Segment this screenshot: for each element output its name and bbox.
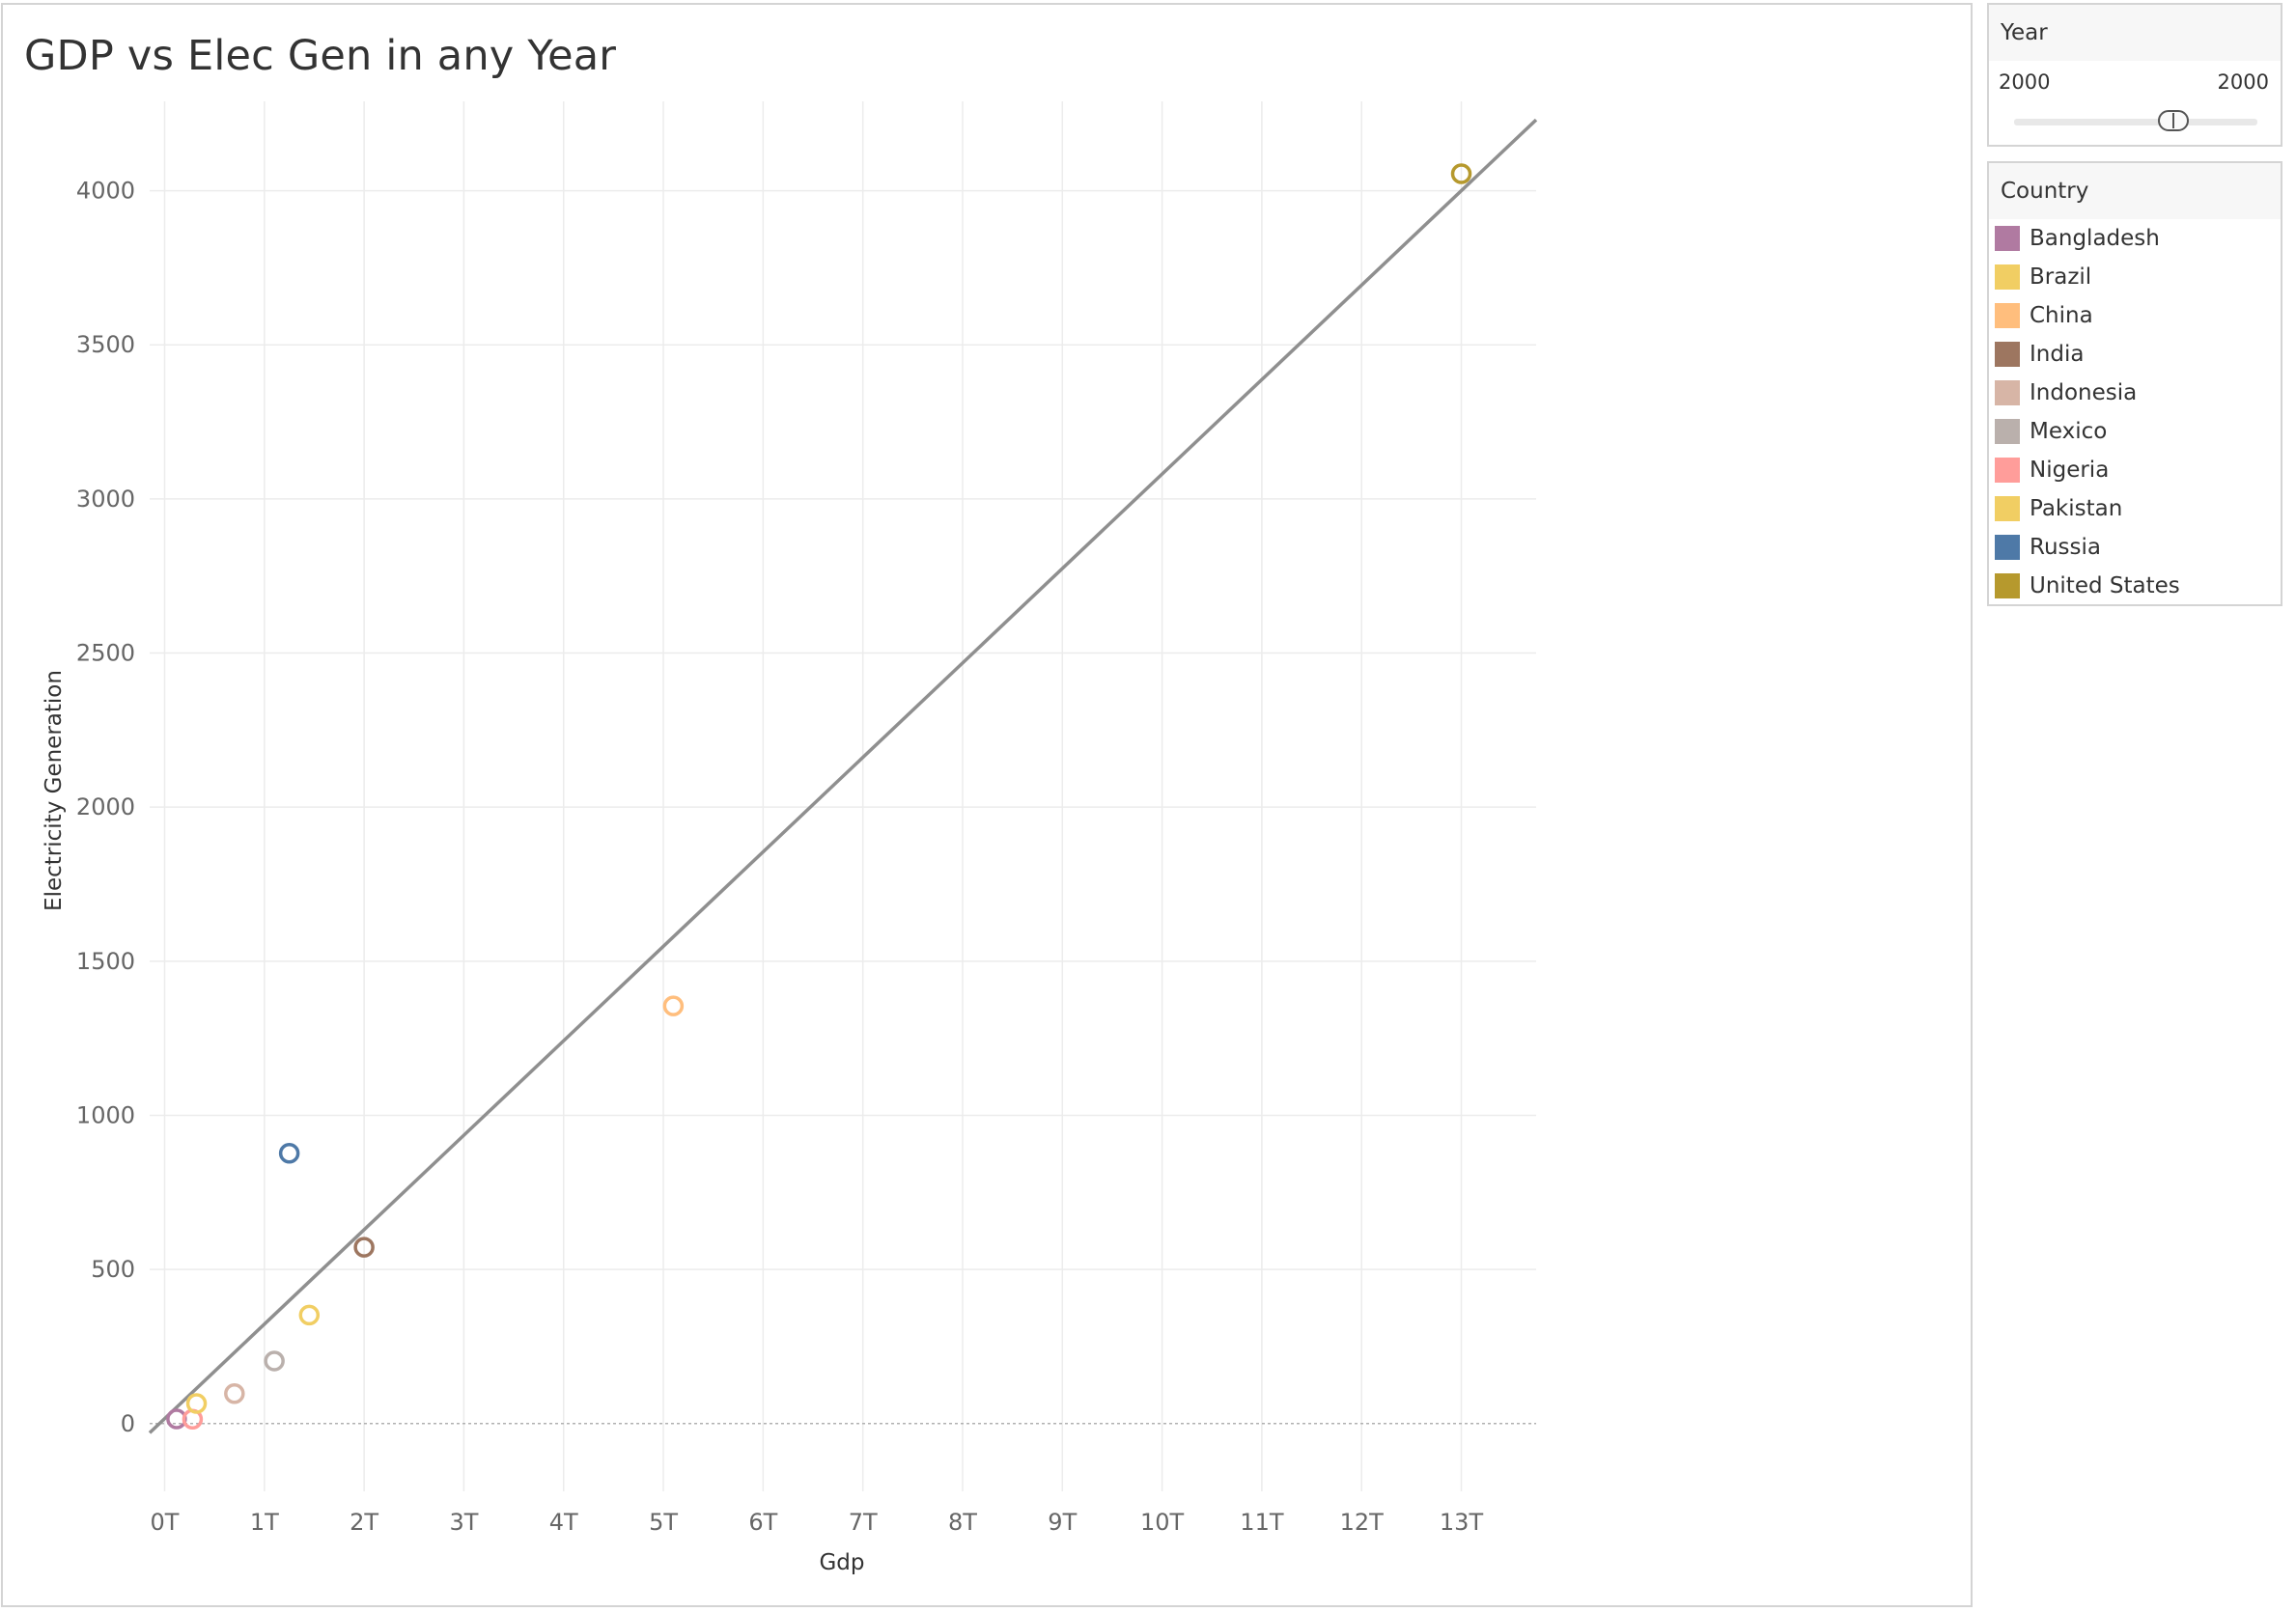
legend-item-pakistan[interactable]: Pakistan xyxy=(1989,489,2281,528)
legend-swatch xyxy=(1995,303,2020,328)
legend-swatch xyxy=(1995,342,2020,367)
year-filter-card: Year 2000 2000 xyxy=(1987,3,2282,147)
x-tick-label: 9T xyxy=(1048,1509,1077,1536)
x-tick-label: 13T xyxy=(1440,1509,1484,1536)
legend-item-russia[interactable]: Russia xyxy=(1989,528,2281,567)
data-point-brazil[interactable]: Brazil xyxy=(298,1304,321,1326)
year-slider-handle[interactable] xyxy=(2158,110,2189,131)
legend-label: United States xyxy=(2030,573,2180,598)
legend-swatch xyxy=(1995,458,2020,483)
y-tick-label: 2500 xyxy=(76,640,135,667)
legend-swatch xyxy=(1995,573,2020,598)
y-axis-title: Electricity Generation xyxy=(42,670,67,911)
year-range-labels: 2000 2000 xyxy=(1989,61,2281,94)
chart-panel: GDP vs Elec Gen in any Year BangladeshNi… xyxy=(1,3,1973,1607)
legend-item-china[interactable]: China xyxy=(1989,296,2281,335)
legend-label: Indonesia xyxy=(2030,380,2138,405)
legend-label: Brazil xyxy=(2030,264,2092,290)
y-tick-label: 4000 xyxy=(76,178,135,205)
data-point-russia[interactable]: Russia xyxy=(278,1142,300,1164)
year-filter-title: Year xyxy=(1989,5,2281,61)
legend-item-nigeria[interactable]: Nigeria xyxy=(1989,451,2281,489)
legend-swatch xyxy=(1995,535,2020,560)
legend-label: Russia xyxy=(2030,535,2101,560)
legend-swatch xyxy=(1995,264,2020,290)
legend-item-india[interactable]: India xyxy=(1989,335,2281,374)
x-tick-label: 8T xyxy=(948,1509,977,1536)
data-point-mexico[interactable]: Mexico xyxy=(264,1350,285,1372)
x-tick-label: 0T xyxy=(151,1509,180,1536)
legend-swatch xyxy=(1995,226,2020,251)
legend-swatch xyxy=(1995,419,2020,444)
x-tick-label: 7T xyxy=(849,1509,878,1536)
x-tick-label: 10T xyxy=(1140,1509,1185,1536)
y-axis-ticks: 0 500 1000 1500 2000 2500 3000 3500 4000 xyxy=(76,178,135,1437)
x-tick-label: 2T xyxy=(350,1509,378,1536)
country-legend-card: Country Bangladesh Brazil China India In… xyxy=(1987,161,2282,606)
data-point-indonesia[interactable]: Indonesia xyxy=(224,1383,245,1404)
legend-list: Bangladesh Brazil China India Indonesia … xyxy=(1989,219,2281,605)
data-points[interactable]: BangladeshNigeriaPakistanIndonesiaMexico… xyxy=(166,163,1472,1431)
legend-item-united-states[interactable]: United States xyxy=(1989,567,2281,605)
x-tick-label: 3T xyxy=(449,1509,478,1536)
trend-line xyxy=(148,118,1538,1434)
legend-item-indonesia[interactable]: Indonesia xyxy=(1989,374,2281,412)
legend-label: China xyxy=(2030,303,2093,328)
data-point-united-states[interactable]: United States xyxy=(1450,163,1472,184)
legend-title: Country xyxy=(1989,163,2281,219)
scatter-plot[interactable]: BangladeshNigeriaPakistanIndonesiaMexico… xyxy=(3,5,1973,1607)
chart-title: GDP vs Elec Gen in any Year xyxy=(24,32,617,80)
trend-line-layer xyxy=(148,118,1538,1434)
legend-label: Bangladesh xyxy=(2030,226,2160,251)
x-axis-title: Gdp xyxy=(819,1550,864,1575)
year-max-label: 2000 xyxy=(2217,70,2269,94)
year-min-label: 2000 xyxy=(1999,70,2051,94)
legend-item-brazil[interactable]: Brazil xyxy=(1989,258,2281,296)
legend-label: Nigeria xyxy=(2030,458,2110,483)
legend-label: Mexico xyxy=(2030,419,2108,444)
y-tick-label: 2000 xyxy=(76,793,135,820)
y-tick-label: 3000 xyxy=(76,486,135,513)
legend-swatch xyxy=(1995,496,2020,521)
grid-lines xyxy=(150,101,1536,1491)
x-tick-label: 1T xyxy=(250,1509,279,1536)
y-tick-label: 1000 xyxy=(76,1101,135,1128)
legend-item-bangladesh[interactable]: Bangladesh xyxy=(1989,219,2281,258)
data-point-pakistan[interactable]: Pakistan xyxy=(185,1393,208,1414)
data-point-india[interactable]: India xyxy=(353,1237,375,1258)
x-tick-label: 4T xyxy=(549,1509,578,1536)
x-tick-label: 5T xyxy=(649,1509,678,1536)
legend-label: India xyxy=(2030,342,2085,367)
legend-item-mexico[interactable]: Mexico xyxy=(1989,412,2281,451)
y-tick-label: 3500 xyxy=(76,331,135,358)
legend-swatch xyxy=(1995,380,2020,405)
x-tick-label: 11T xyxy=(1240,1509,1284,1536)
x-axis-ticks: 0T 1T 2T 3T 4T 5T 6T 7T 8T 9T 10T 11T 12T 13T xyxy=(151,1509,1484,1536)
y-tick-label: 0 xyxy=(121,1410,135,1437)
y-tick-label: 1500 xyxy=(76,948,135,975)
x-tick-label: 6T xyxy=(748,1509,777,1536)
legend-label: Pakistan xyxy=(2030,496,2123,521)
y-tick-label: 500 xyxy=(91,1256,135,1283)
data-point-china[interactable]: China xyxy=(662,995,685,1016)
x-tick-label: 12T xyxy=(1340,1509,1385,1536)
year-slider-track[interactable] xyxy=(2014,119,2257,125)
